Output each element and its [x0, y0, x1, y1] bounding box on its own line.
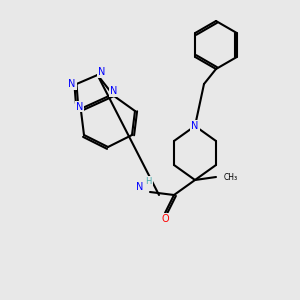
Text: O: O: [161, 214, 169, 224]
Text: N: N: [191, 121, 199, 131]
Text: N: N: [136, 182, 143, 193]
Text: H: H: [145, 177, 152, 186]
Text: N: N: [98, 67, 106, 77]
Text: N: N: [110, 86, 118, 97]
Text: N: N: [76, 101, 83, 112]
Text: N: N: [68, 79, 76, 89]
Text: CH₃: CH₃: [224, 172, 238, 182]
